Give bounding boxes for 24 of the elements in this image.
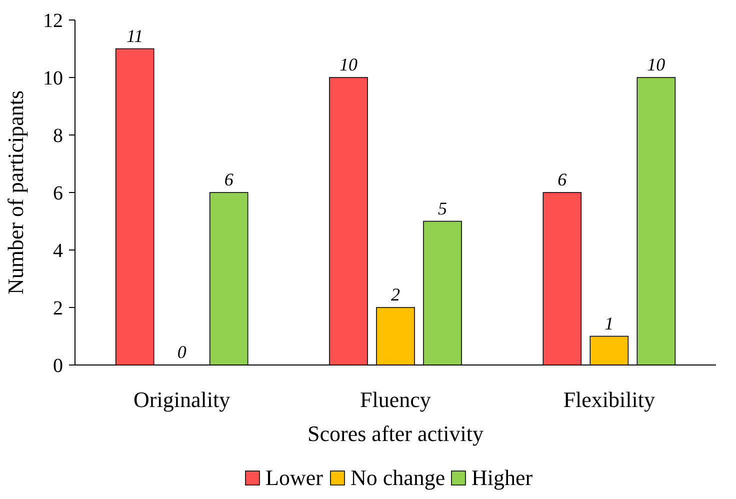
data-label: 6 [558,170,567,190]
data-label: 1 [604,313,614,334]
data-label: 11 [126,26,144,46]
data-label: 2 [391,284,400,304]
x-tick-label: Originality [134,387,230,412]
y-tick-label: 12 [43,10,63,32]
legend-label: Lower [266,465,324,490]
data-label: 6 [224,170,234,190]
legend-label: Higher [472,465,534,490]
y-tick-label: 4 [53,240,63,262]
y-tick-label: 6 [53,182,63,204]
data-label: 10 [340,54,358,74]
legend-label: No change [350,465,446,490]
y-tick-label: 10 [43,68,63,90]
y-tick-label: 2 [53,298,63,320]
x-tick-label: Flexibility [563,387,656,412]
x-axis-title: Scores after activity [308,421,484,446]
y-tick-label: 0 [53,355,63,377]
x-tick-label: Fluency [360,387,431,412]
data-label: 10 [647,54,666,74]
y-tick-label: 8 [53,125,63,147]
data-label: 0 [177,342,186,362]
data-label: 5 [438,198,447,218]
y-axis-title: Number of participants [3,90,28,295]
